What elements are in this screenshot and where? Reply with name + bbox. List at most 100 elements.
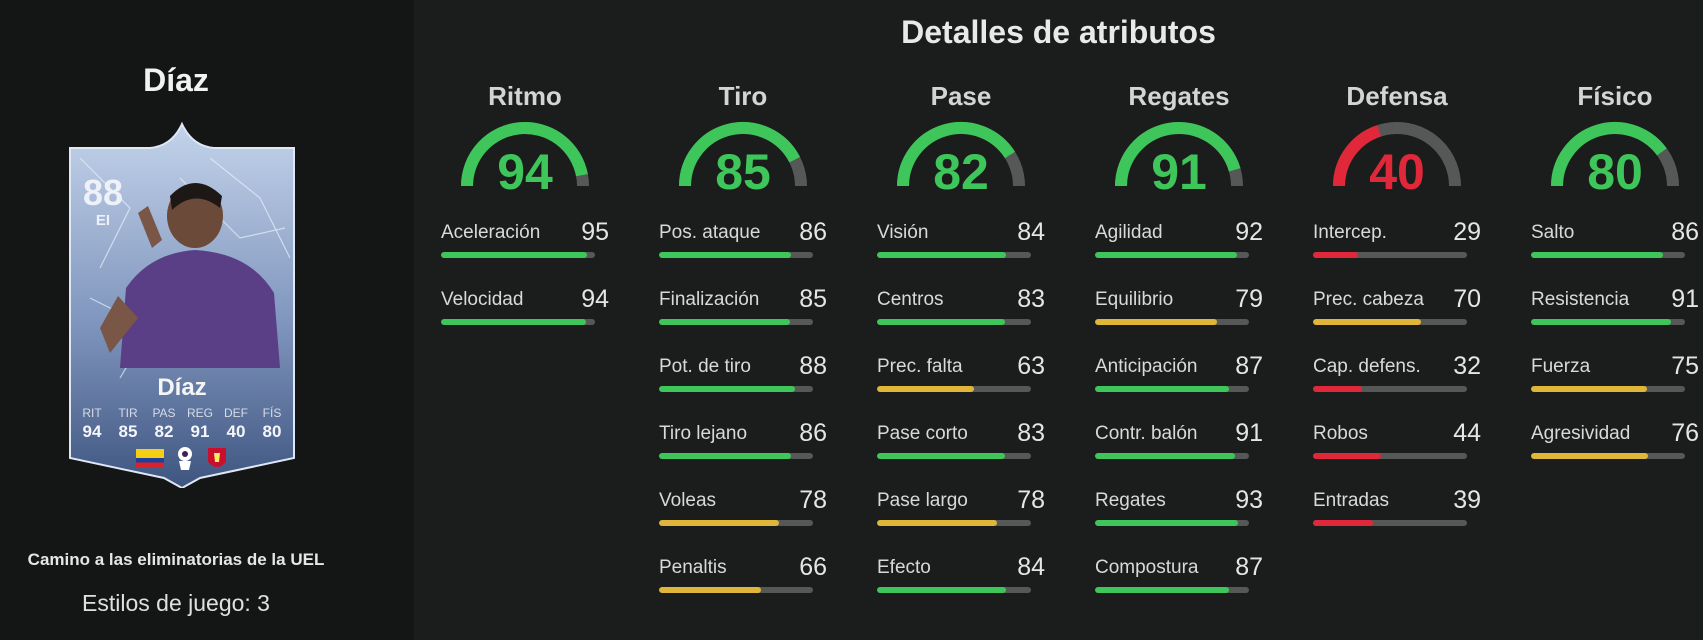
substat-list: Pos. ataque 86 Finalización 85 Pot. de tiro 8… [643, 212, 843, 614]
substat-row[interactable]: Pot. de tiro 88 [643, 346, 843, 413]
gauge-arc [1333, 122, 1461, 187]
substat-label: Visión [877, 222, 929, 243]
substat-bar [1095, 319, 1249, 325]
substat-row[interactable]: Visión 84 [861, 212, 1061, 279]
substat-row[interactable]: Entradas 39 [1297, 480, 1497, 547]
substat-bar [877, 587, 1031, 593]
substat-row[interactable]: Centros 83 [861, 279, 1061, 346]
substat-row[interactable]: Regates 93 [1079, 480, 1279, 547]
substat-bar-fill [1313, 520, 1374, 526]
playstyles-count[interactable]: Estilos de juego: 3 [82, 590, 270, 616]
substat-label: Intercep. [1313, 222, 1387, 243]
card-stat-value: 85 [118, 422, 138, 441]
substat-label: Centros [877, 289, 944, 310]
card-stat-label: DEF [224, 406, 248, 420]
card-stat-label: PAS [152, 406, 176, 420]
substat-row[interactable]: Robos 44 [1297, 413, 1497, 480]
substat-row[interactable]: Equilibrio 79 [1079, 279, 1279, 346]
substat-bar-fill [1531, 319, 1672, 325]
substat-value: 85 [799, 285, 827, 313]
substat-row[interactable]: Pos. ataque 86 [643, 212, 843, 279]
card-position: EI [95, 212, 111, 229]
card-stat: TIR 85 [110, 406, 146, 442]
substat-bar-fill [659, 587, 761, 593]
substat-row[interactable]: Aceleración 95 [425, 212, 625, 279]
substat-label: Velocidad [441, 289, 524, 310]
substat-row[interactable]: Salto 86 [1515, 212, 1703, 279]
substat-value: 75 [1671, 352, 1699, 380]
substat-label: Prec. falta [877, 356, 963, 377]
gauge-arc [1115, 122, 1243, 187]
gauge-fill [897, 122, 1016, 187]
colombia-flag-icon [136, 449, 164, 467]
substat-value: 32 [1453, 352, 1481, 380]
attribute-column: Defensa 40 Intercep. 29 Prec. cabeza 70 Cap. d… [1297, 78, 1497, 547]
substat-row[interactable]: Penaltis 66 [643, 547, 843, 614]
card-badges [60, 444, 304, 472]
substat-row[interactable]: Intercep. 29 [1297, 212, 1497, 279]
substat-value: 66 [799, 553, 827, 581]
substat-row[interactable]: Cap. defens. 32 [1297, 346, 1497, 413]
attribute-name: Físico [1577, 81, 1653, 111]
substat-label: Efecto [877, 557, 931, 578]
attribute-column: Tiro 85 Pos. ataque 86 Finalización 85 Pot. de… [643, 78, 843, 614]
player-title: Díaz [143, 62, 209, 98]
substat-row[interactable]: Pase largo 78 [861, 480, 1061, 547]
substat-bar-fill [1095, 453, 1236, 459]
substat-bar [1313, 386, 1467, 392]
substat-row[interactable]: Prec. falta 63 [861, 346, 1061, 413]
substat-value: 87 [1235, 553, 1263, 581]
substat-label: Pase corto [877, 423, 968, 444]
substat-row[interactable]: Voleas 78 [643, 480, 843, 547]
substat-bar [441, 319, 595, 325]
substat-bar-fill [877, 520, 998, 526]
substat-row[interactable]: Fuerza 75 [1515, 346, 1703, 413]
substat-label: Cap. defens. [1313, 356, 1421, 377]
attribute-column: Físico 80 Salto 86 Resistencia 91 Fuerza 75 Agre… [1515, 78, 1703, 480]
attribute-value: 91 [1151, 144, 1207, 200]
substat-row[interactable]: Agilidad 92 [1079, 212, 1279, 279]
gauge-fill [1333, 125, 1382, 187]
substat-row[interactable]: Velocidad 94 [425, 279, 625, 346]
substat-row[interactable]: Tiro lejano 86 [643, 413, 843, 480]
substat-bar-fill [1095, 386, 1229, 392]
substat-value: 79 [1235, 285, 1263, 313]
substat-row[interactable]: Pase corto 83 [861, 413, 1061, 480]
substat-bar-fill [659, 252, 792, 258]
substat-bar [1095, 587, 1249, 593]
substat-list: Salto 86 Resistencia 91 Fuerza 75 Agresividad 7… [1515, 212, 1703, 480]
substat-bar [877, 386, 1031, 392]
substat-bar [877, 252, 1031, 258]
liverpool-crest-icon [208, 448, 226, 467]
substat-value: 76 [1671, 419, 1699, 447]
card-stat-value: 82 [154, 422, 174, 441]
substat-bar-fill [441, 319, 586, 325]
substat-row[interactable]: Efecto 84 [861, 547, 1061, 614]
gauge-arc [897, 122, 1025, 187]
gauge-fill [1551, 122, 1667, 187]
substat-row[interactable]: Anticipación 87 [1079, 346, 1279, 413]
substat-value: 87 [1235, 352, 1263, 380]
substat-label: Resistencia [1531, 289, 1630, 310]
premier-league-icon [178, 447, 192, 470]
substat-bar-fill [1095, 319, 1217, 325]
substat-row[interactable]: Finalización 85 [643, 279, 843, 346]
substat-bar-fill [877, 319, 1005, 325]
substat-bar [659, 386, 813, 392]
substat-row[interactable]: Prec. cabeza 70 [1297, 279, 1497, 346]
substat-label: Finalización [659, 289, 760, 310]
substat-row[interactable]: Compostura 87 [1079, 547, 1279, 614]
substat-label: Equilibrio [1095, 289, 1174, 310]
substat-value: 94 [581, 285, 609, 313]
card-stat-value: 94 [82, 422, 102, 441]
substat-bar-fill [1095, 520, 1239, 526]
substat-bar-fill [659, 319, 790, 325]
substat-row[interactable]: Agresividad 76 [1515, 413, 1703, 480]
substat-value: 78 [1017, 486, 1045, 514]
substat-list: Visión 84 Centros 83 Prec. falta 63 Pase corto… [861, 212, 1061, 614]
substat-bar-fill [877, 453, 1005, 459]
substat-row[interactable]: Resistencia 91 [1515, 279, 1703, 346]
player-card[interactable]: 88 EI Díaz RIT 94 TIR 85 PAS 82 REG 91 DEF 40… [60, 118, 304, 488]
substat-row[interactable]: Contr. balón 91 [1079, 413, 1279, 480]
substat-value: 95 [581, 218, 609, 246]
